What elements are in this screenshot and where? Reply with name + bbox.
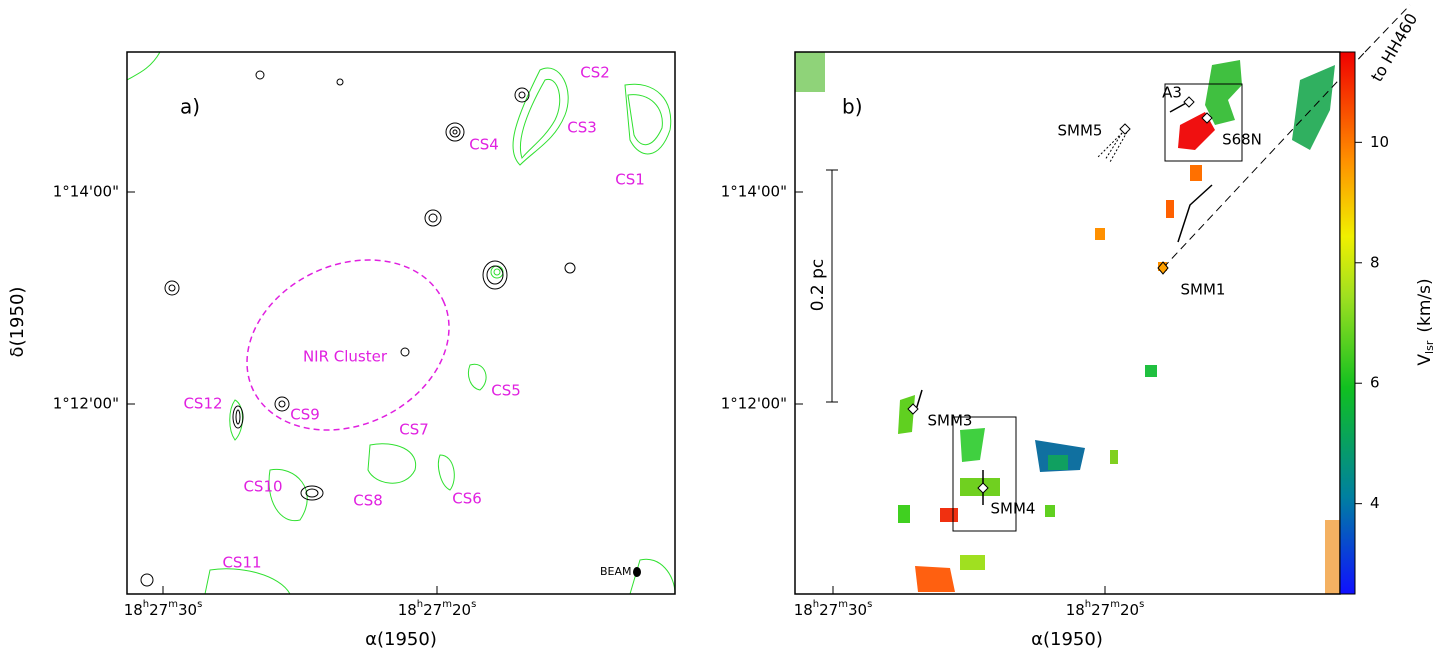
tick-label-part: 27	[423, 601, 442, 619]
tick-label-part: 18	[1066, 601, 1085, 619]
colorbar	[1339, 51, 1356, 595]
label-part: (km/s)	[1415, 278, 1435, 332]
panel-label: b)	[842, 95, 863, 119]
source-label: A3	[1162, 84, 1182, 102]
source-label: SMM3	[928, 412, 973, 430]
source-label: CS1	[615, 171, 645, 189]
tick-label-part: h	[417, 599, 423, 610]
tick-label-part: m	[838, 599, 848, 610]
panel-b-overlays	[826, 4, 1411, 532]
tick-label-part: s	[1139, 599, 1144, 610]
tick-label-part: s	[867, 599, 872, 610]
source-label: CS10	[243, 478, 282, 496]
tick-label-part: m	[1110, 599, 1120, 610]
tick-label-part: s	[197, 599, 202, 610]
y-tick-label: 1°14'00"	[721, 183, 787, 201]
scale-bar-label: 0.2 pc	[808, 259, 828, 312]
tick-label-part: 27	[819, 601, 838, 619]
tick-label-part: 30	[848, 601, 867, 619]
label-part: V	[1415, 354, 1435, 366]
colorbar-label: Vlsr (km/s)	[1415, 278, 1436, 365]
tick-label-part: 30	[178, 601, 197, 619]
tick-label-part: m	[168, 599, 178, 610]
source-label: SMM5	[1058, 122, 1103, 140]
tick-label-part: s	[471, 599, 476, 610]
tick-label-part: 18	[124, 601, 143, 619]
source-label: S68N	[1222, 131, 1262, 149]
colorbar-tick-label: 8	[1370, 253, 1380, 271]
colorbar-tick-label: 6	[1370, 374, 1380, 392]
panel-label: a)	[180, 95, 200, 119]
tick-label-part: h	[813, 599, 819, 610]
tick-label-part: h	[143, 599, 149, 610]
x-axis-label: α(1950)	[365, 629, 437, 650]
source-label: CS8	[353, 492, 383, 510]
source-label: CS5	[491, 382, 521, 400]
source-label: SMM4	[991, 500, 1036, 518]
x-tick-label: 18h27m20s	[398, 599, 477, 619]
velocity-blobs-b	[795, 52, 1340, 594]
colorbar-tick-label: 4	[1370, 494, 1380, 512]
source-label: NIR Cluster	[303, 348, 388, 366]
label-part: lsr	[1423, 340, 1436, 354]
y-tick-label: 1°12'00"	[721, 395, 787, 413]
contours-a	[126, 51, 676, 595]
source-label: CS3	[567, 119, 597, 137]
source-label: CS12	[183, 395, 222, 413]
source-label: CS7	[399, 421, 429, 439]
tick-label-part: 27	[1091, 601, 1110, 619]
tick-label-part: 27	[149, 601, 168, 619]
source-label: CS6	[452, 490, 482, 508]
source-label: SMM1	[1181, 281, 1226, 299]
x-axis-label: α(1950)	[1031, 629, 1103, 650]
source-label: CS2	[580, 64, 610, 82]
tick-label-part: m	[442, 599, 452, 610]
y-axis-label: δ(1950)	[7, 287, 28, 358]
beam-label: BEAM	[600, 565, 632, 578]
x-tick-label: 18h27m30s	[794, 599, 873, 619]
x-tick-label: 18h27m20s	[1066, 599, 1145, 619]
x-tick-label: 18h27m30s	[124, 599, 203, 619]
tick-label-part: h	[1085, 599, 1091, 610]
tick-label-part: 20	[452, 601, 471, 619]
y-tick-label: 1°12'00"	[53, 395, 119, 413]
source-label: CS11	[222, 554, 261, 572]
source-label: CS9	[290, 406, 320, 424]
tick-label-part: 20	[1120, 601, 1139, 619]
tick-label-part: 18	[794, 601, 813, 619]
frame-a	[126, 51, 676, 595]
source-label: CS4	[469, 136, 499, 154]
y-tick-label: 1°14'00"	[53, 183, 119, 201]
colorbar-tick-label: 10	[1370, 133, 1389, 151]
tick-label-part: 18	[398, 601, 417, 619]
